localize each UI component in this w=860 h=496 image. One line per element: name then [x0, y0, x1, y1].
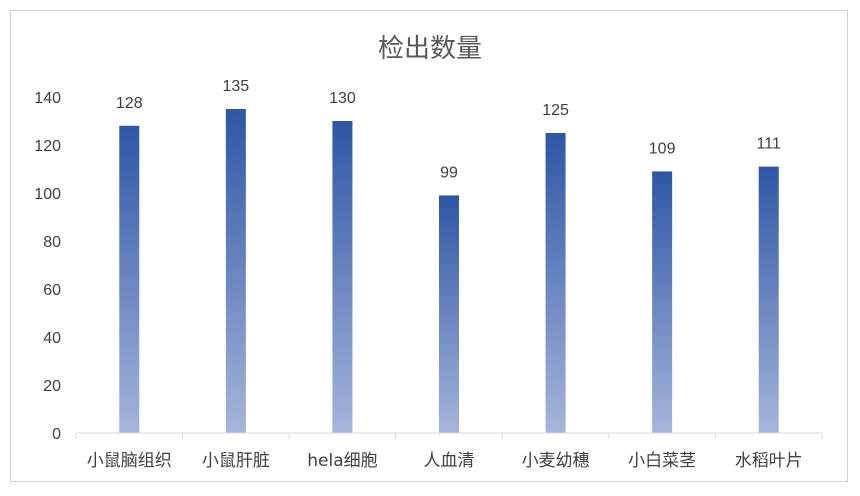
chart-title: 检出数量	[378, 34, 482, 64]
category-label: 小麦幼穗	[522, 451, 590, 471]
category-label: 水稻叶片	[735, 451, 803, 471]
x-axis-tick-marks	[75, 433, 823, 439]
y-tick-label: 0	[52, 426, 61, 443]
bar	[545, 133, 566, 433]
data-labels: 128 135 130 99 125 109 111	[116, 78, 781, 181]
y-axis-ticks: 0 20 40 60 80 100 120 140	[34, 90, 61, 443]
y-tick-label: 40	[43, 330, 61, 347]
data-label: 125	[542, 102, 569, 119]
data-label: 99	[440, 164, 458, 181]
category-label: 小白菜茎	[628, 451, 696, 471]
bar	[439, 195, 459, 433]
bar	[225, 109, 246, 433]
category-label: 小鼠脑组织	[87, 451, 172, 471]
y-tick-label: 100	[34, 186, 61, 203]
y-tick-label: 80	[43, 234, 61, 251]
data-label: 111	[757, 136, 781, 153]
category-label: hela细胞	[307, 451, 377, 471]
bars	[119, 109, 779, 434]
y-tick-label: 20	[43, 378, 61, 395]
data-label: 130	[329, 90, 356, 107]
y-tick-label: 60	[43, 282, 61, 299]
chart-frame	[10, 10, 848, 482]
data-label: 109	[649, 140, 676, 157]
bar	[332, 121, 353, 433]
bar	[652, 171, 673, 433]
y-tick-label: 120	[34, 138, 61, 155]
category-label: 人血清	[424, 451, 475, 471]
bar	[758, 166, 779, 433]
data-label: 128	[116, 95, 143, 112]
y-tick-label: 140	[34, 90, 61, 107]
category-label: 小鼠肝脏	[202, 451, 270, 471]
data-label: 135	[223, 78, 250, 95]
category-labels: 小鼠脑组织 小鼠肝脏 hela细胞 人血清 小麦幼穗 小白菜茎 水稻叶片	[87, 451, 803, 471]
bar	[119, 125, 140, 434]
